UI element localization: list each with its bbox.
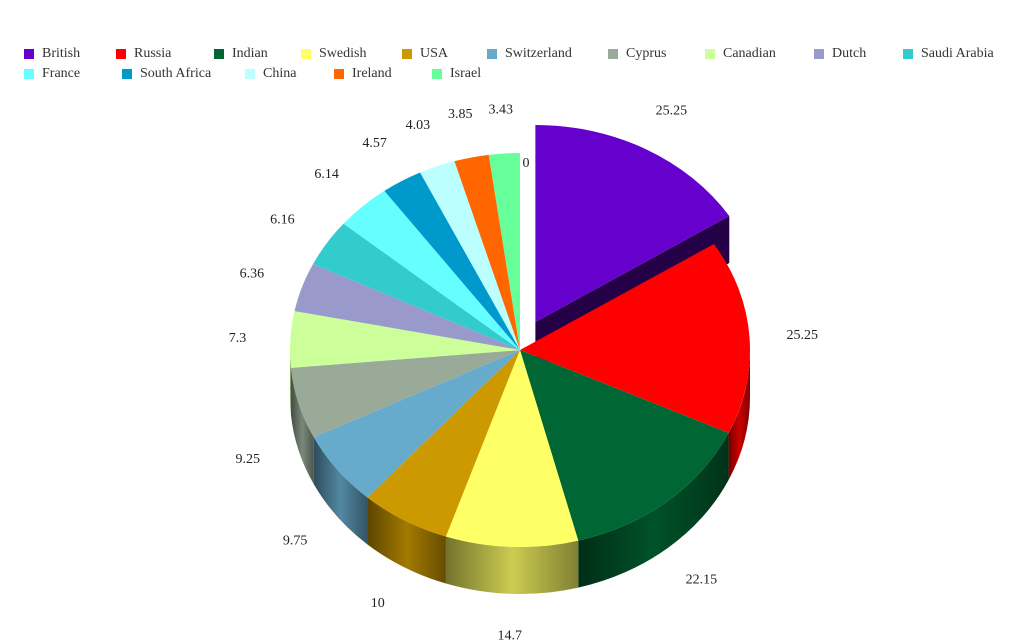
legend-label: USA <box>420 46 449 61</box>
slice-france[interactable] <box>343 190 520 350</box>
legend-item-south-africa: South Africa <box>122 64 211 84</box>
slice-south-africa[interactable] <box>384 172 520 350</box>
legend-label: Cyprus <box>626 46 667 61</box>
legend-swatch <box>122 69 132 79</box>
slice-british[interactable] <box>535 124 730 322</box>
slice-side-usa <box>367 497 446 584</box>
data-label-israel: 3.43 <box>488 102 513 117</box>
data-label-british: 25.25 <box>656 104 688 119</box>
legend-swatch <box>903 49 913 59</box>
slice-saudi-arabia[interactable] <box>313 223 520 350</box>
data-label-south-africa: 4.57 <box>362 136 387 151</box>
data-label-swedish: 14.7 <box>498 629 523 641</box>
data-label-dutch: 6.36 <box>240 267 265 282</box>
data-label-switzerland: 9.75 <box>283 533 308 548</box>
data-label-china: 4.03 <box>406 118 431 133</box>
legend-item-france: France <box>24 64 80 84</box>
legend-item-indian: Indian <box>214 44 268 64</box>
slice-indian[interactable] <box>520 350 729 541</box>
pie-side-walls <box>290 350 750 594</box>
legend-swatch <box>432 69 442 79</box>
legend-item-saudi-arabia: Saudi Arabia <box>903 44 994 64</box>
legend-label: Indian <box>232 46 268 61</box>
data-label-russia: 25.25 <box>787 328 819 343</box>
legend-item-swedish: Swedish <box>301 44 366 64</box>
legend-row: France South Africa China Ireland Israel <box>24 64 1014 84</box>
legend-swatch <box>301 49 311 59</box>
legend-label: Canadian <box>723 46 776 61</box>
legend-label: Swedish <box>319 46 367 61</box>
data-label-usa: 10 <box>371 596 385 611</box>
data-labels: 25.25 25.25 22.15 14.7 10 9.75 9.25 7.3 6.36 6.16… <box>229 102 818 641</box>
legend-label: China <box>263 66 297 81</box>
legend-item-china: China <box>245 64 296 84</box>
data-label-canadian: 7.3 <box>229 331 247 346</box>
legend-item-usa: USA <box>402 44 448 64</box>
legend-swatch <box>334 69 344 79</box>
legend-label: Israel <box>450 66 482 81</box>
slice-side-indian <box>578 433 729 588</box>
legend-swatch <box>608 49 618 59</box>
legend-label: Saudi Arabia <box>921 46 994 61</box>
slice-israel[interactable] <box>488 153 520 350</box>
slice-switzerland[interactable] <box>313 350 520 498</box>
legend-item-israel: Israel <box>432 64 481 84</box>
slice-side-russia <box>728 350 750 481</box>
legend-label: Switzerland <box>505 46 572 61</box>
slice-side-canadian <box>290 350 291 415</box>
data-label-indian: 22.15 <box>686 572 718 587</box>
slice-usa[interactable] <box>367 350 520 537</box>
legend-label: British <box>42 46 81 61</box>
slice-china[interactable] <box>420 161 520 350</box>
chart-legend: British Russia Indian Swedish USA Switzerland… <box>24 44 1014 84</box>
slice-ireland[interactable] <box>454 154 520 350</box>
slice-canadian[interactable] <box>289 311 520 368</box>
legend-item-cyprus: Cyprus <box>608 44 666 64</box>
slice-side-switzerland <box>313 437 368 545</box>
legend-swatch <box>402 49 412 59</box>
pie-slices <box>289 124 750 547</box>
legend-label: Russia <box>134 46 172 61</box>
slice-russia[interactable] <box>520 244 750 434</box>
legend-swatch <box>814 49 824 59</box>
legend-label: South Africa <box>140 66 212 81</box>
slice-cyprus[interactable] <box>290 350 520 438</box>
legend-item-russia: Russia <box>116 44 171 64</box>
legend-label: Ireland <box>352 66 392 81</box>
legend-swatch <box>214 49 224 59</box>
legend-swatch <box>24 69 34 79</box>
legend-swatch <box>245 69 255 79</box>
legend-swatch <box>487 49 497 59</box>
data-label-saudi-arabia: 6.16 <box>270 213 295 228</box>
legend-item-ireland: Ireland <box>334 64 392 84</box>
legend-label: Dutch <box>832 46 867 61</box>
data-label-cyprus: 9.25 <box>235 452 260 467</box>
data-label-zero: 0 <box>523 156 530 171</box>
data-label-france: 6.14 <box>314 167 339 182</box>
legend-swatch <box>24 49 34 59</box>
slice-side-cyprus <box>290 367 314 485</box>
slice-dutch[interactable] <box>294 264 520 350</box>
slice-side-swedish <box>445 536 579 594</box>
slice-swedish[interactable] <box>445 350 579 547</box>
legend-item-canadian: Canadian <box>705 44 776 64</box>
legend-swatch <box>705 49 715 59</box>
legend-item-dutch: Dutch <box>814 44 866 64</box>
legend-item-british: British <box>24 44 80 64</box>
legend-row: British Russia Indian Swedish USA Switzerland… <box>24 44 1014 64</box>
data-label-ireland: 3.85 <box>448 107 473 122</box>
legend-label: France <box>42 66 81 81</box>
legend-item-switzerland: Switzerland <box>487 44 572 64</box>
legend-swatch <box>116 49 126 59</box>
